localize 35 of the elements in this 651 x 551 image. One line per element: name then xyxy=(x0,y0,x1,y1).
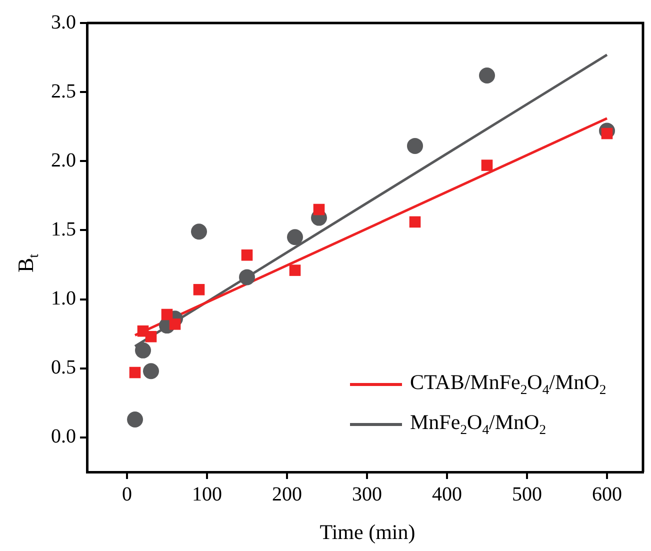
point xyxy=(409,216,421,228)
y-tick-label: 0.5 xyxy=(51,356,76,379)
x-tick-label: 200 xyxy=(272,483,302,506)
legend-label: CTAB/MnFe$_{2}$O$_{4}$/MnO$_{2}$ xyxy=(409,369,606,400)
point xyxy=(143,363,159,380)
point xyxy=(479,68,495,84)
x-tick-label: 400 xyxy=(432,483,462,506)
point xyxy=(129,366,141,378)
y-tick-label: 1.0 xyxy=(51,288,76,310)
y-tick-label: 2.0 xyxy=(51,149,76,172)
point xyxy=(407,138,423,154)
point xyxy=(241,249,253,261)
point xyxy=(313,204,325,216)
point xyxy=(127,412,143,428)
legend-label: MnFe$_{2}$O$_{4}$/MnO$_{2}$ xyxy=(409,409,548,440)
point xyxy=(287,229,303,246)
point xyxy=(191,224,207,240)
point xyxy=(193,284,205,296)
x-tick-label: 0 xyxy=(122,483,132,506)
point xyxy=(161,308,173,320)
y-tick-label: 3.0 xyxy=(51,11,76,34)
y-tick-label: 1.5 xyxy=(51,218,76,240)
x-axis-title: Time (min) xyxy=(318,520,416,545)
point xyxy=(169,318,181,330)
point xyxy=(481,160,493,171)
x-tick-label: 500 xyxy=(512,483,542,506)
x-tick-label: 100 xyxy=(192,483,222,506)
point xyxy=(135,342,151,358)
x-tick-label: 600 xyxy=(592,483,622,506)
y-tick-label: 0.0 xyxy=(51,426,76,448)
y-tick-label: 2.5 xyxy=(51,80,76,102)
x-tick-label: 300 xyxy=(352,483,382,506)
point xyxy=(145,330,157,342)
point xyxy=(239,269,255,286)
point xyxy=(289,264,301,276)
